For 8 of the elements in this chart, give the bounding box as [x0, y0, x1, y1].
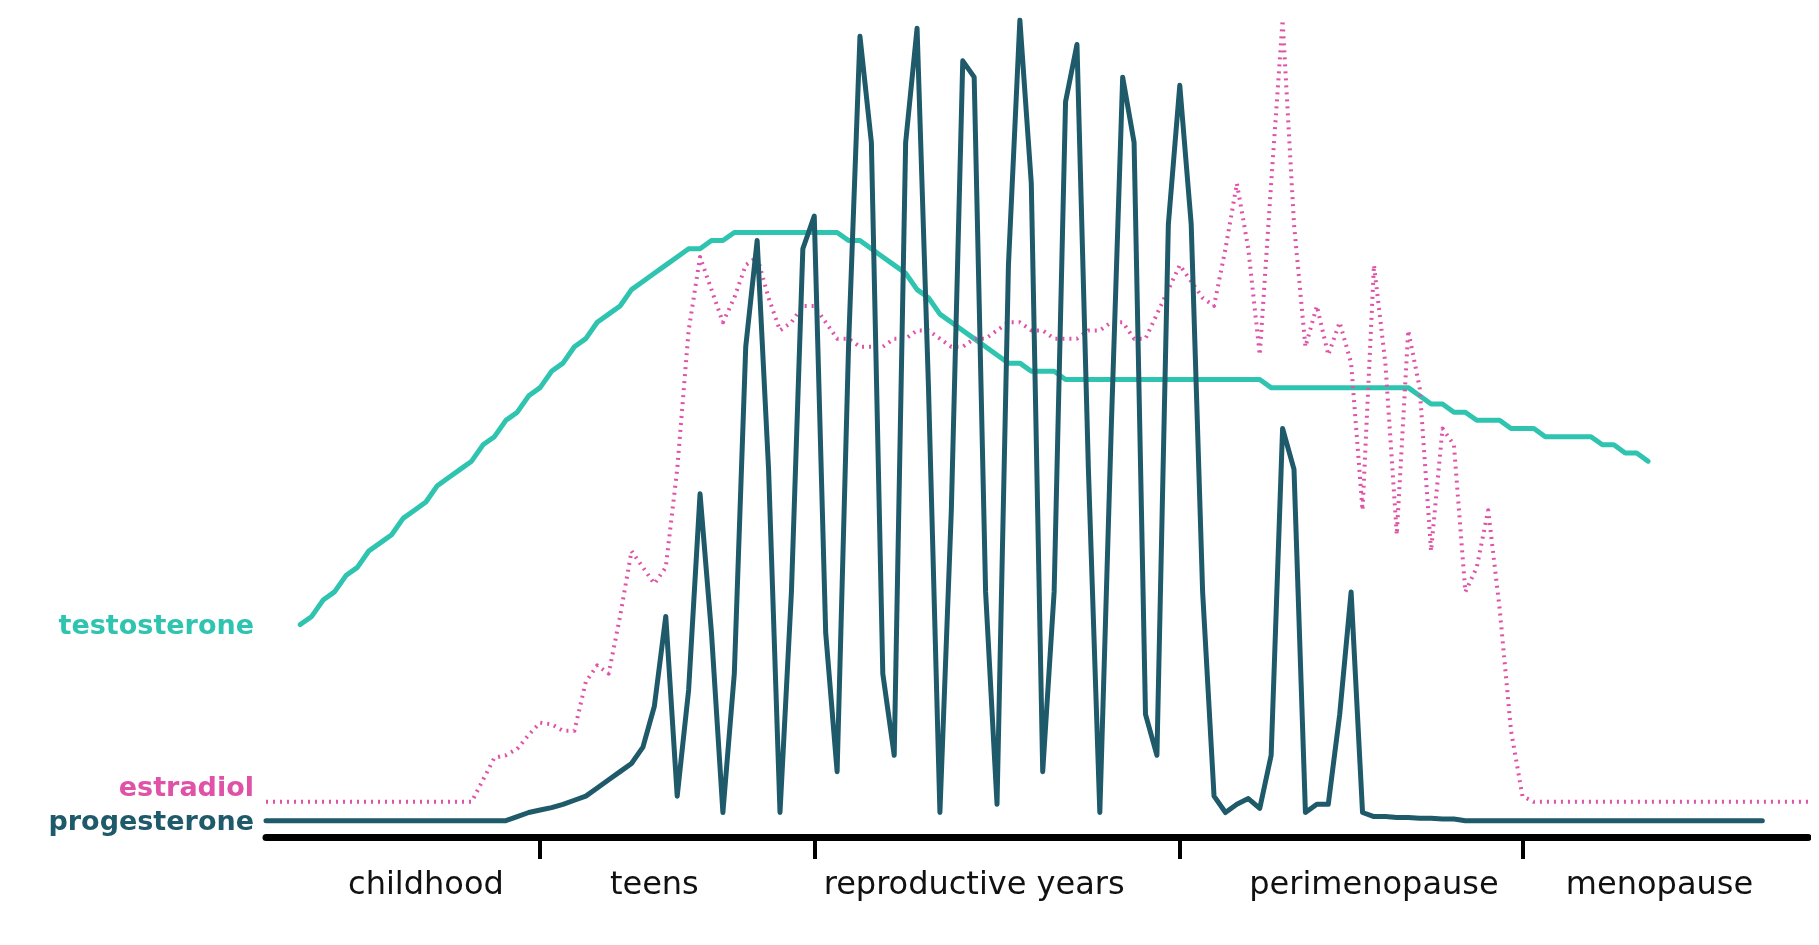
series-label: testosterone [58, 609, 254, 641]
x-tick-label: perimenopause [1249, 864, 1499, 902]
series-label: estradiol [118, 771, 254, 803]
x-tick-label: reproductive years [823, 864, 1125, 902]
x-tick-label: menopause [1565, 864, 1754, 902]
series-label: progesterone [48, 805, 254, 837]
x-tick-label: childhood [348, 864, 504, 902]
x-tick-label: teens [609, 864, 699, 902]
